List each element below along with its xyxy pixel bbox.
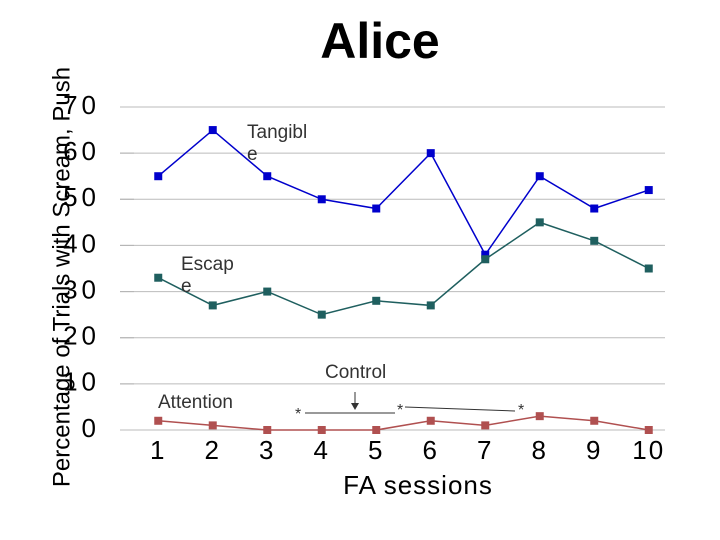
data-point xyxy=(644,426,653,434)
x-tick-label: 3 xyxy=(259,435,275,465)
data-point xyxy=(644,264,653,273)
annotation-arrow-head xyxy=(351,403,359,410)
annotation: * xyxy=(518,402,525,419)
y-tick-label: 70 xyxy=(63,90,100,120)
data-point xyxy=(208,301,217,310)
series-label: Attention xyxy=(158,392,233,413)
data-point xyxy=(426,149,435,158)
data-point xyxy=(372,426,381,434)
y-tick-label: 30 xyxy=(63,274,100,304)
y-tick-label: 10 xyxy=(63,367,100,397)
data-point xyxy=(317,426,326,434)
data-point xyxy=(372,204,381,213)
data-point xyxy=(372,296,381,305)
data-point xyxy=(426,301,435,310)
y-tick-label: 0 xyxy=(82,413,100,443)
data-point xyxy=(426,416,435,425)
x-axis-label: FA sessions xyxy=(343,470,493,500)
data-point xyxy=(154,416,163,425)
series-line xyxy=(157,129,649,257)
x-tick-label: 10 xyxy=(632,435,665,465)
x-tick-label: 5 xyxy=(368,435,384,465)
data-point xyxy=(208,421,217,430)
y-tick-label: 40 xyxy=(63,228,100,258)
data-point xyxy=(481,421,490,430)
y-axis-label: Percentage of Trials with Scream, Push xyxy=(48,67,75,487)
data-point xyxy=(590,416,599,425)
chart-title: Alice xyxy=(320,13,440,69)
data-point xyxy=(590,204,599,213)
series-line xyxy=(157,221,650,316)
y-tick-label: 20 xyxy=(63,321,100,351)
annotation: Control xyxy=(325,362,387,383)
y-tick-label: 50 xyxy=(63,182,100,212)
data-point xyxy=(317,310,326,319)
annotation-line xyxy=(404,406,516,412)
data-point xyxy=(535,412,544,421)
series-line xyxy=(158,415,649,431)
x-tick-label: 1 xyxy=(150,435,166,465)
data-point xyxy=(154,172,163,181)
data-point xyxy=(263,287,272,296)
x-tick-label: 6 xyxy=(423,435,439,465)
data-point xyxy=(644,186,653,195)
x-tick-label: 4 xyxy=(314,435,330,465)
x-tick-label: 2 xyxy=(205,435,221,465)
x-tick-label: 7 xyxy=(477,435,493,465)
series-label: Escap e xyxy=(181,254,234,297)
annotation: * xyxy=(397,402,404,419)
y-tick-label: 60 xyxy=(63,136,100,166)
data-point xyxy=(535,218,544,227)
data-point xyxy=(481,250,490,259)
annotation: * xyxy=(295,406,302,423)
x-tick-label: 8 xyxy=(532,435,548,465)
data-point xyxy=(208,126,217,135)
data-point xyxy=(535,172,544,181)
data-point xyxy=(481,255,490,264)
data-point xyxy=(263,426,272,434)
data-point xyxy=(590,236,599,245)
data-point xyxy=(154,273,163,282)
data-point xyxy=(317,195,326,204)
series-label: Tangibl e xyxy=(247,122,308,165)
data-point xyxy=(263,172,272,181)
x-tick-label: 9 xyxy=(586,435,602,465)
